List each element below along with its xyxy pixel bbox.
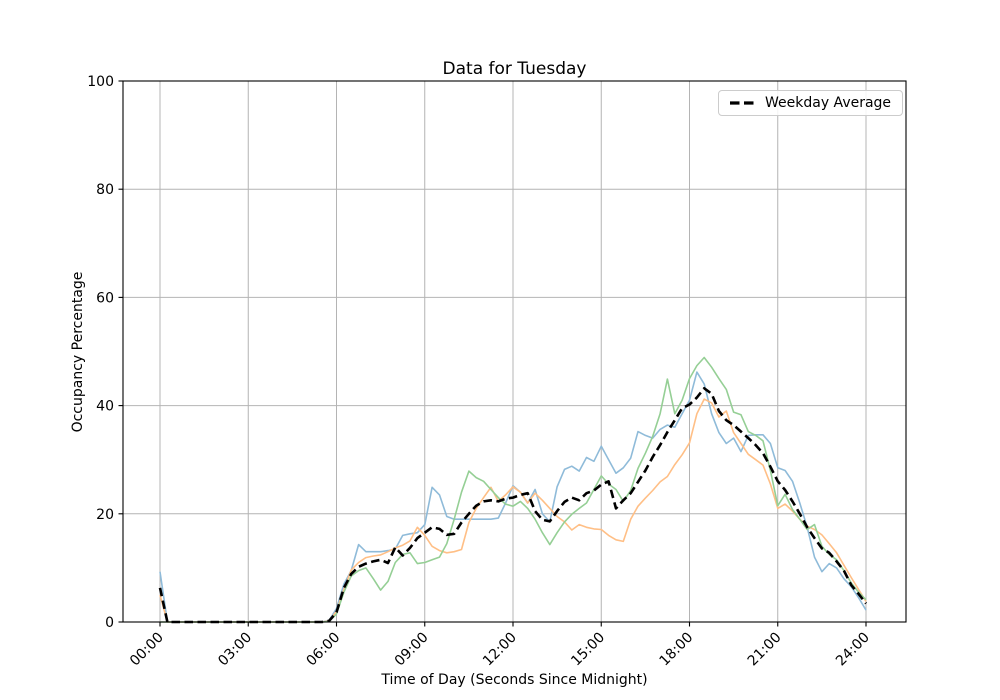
- y-tick-label: 100: [87, 74, 114, 90]
- y-tick-label: 60: [96, 290, 114, 306]
- x-tick-label: 21:00: [745, 630, 785, 670]
- x-tick-label: 00:00: [127, 630, 167, 670]
- x-tick-label: 24:00: [833, 630, 873, 670]
- x-tick-label: 18:00: [656, 630, 696, 670]
- axes-frame: [122, 80, 907, 623]
- y-tick-label: 40: [96, 399, 114, 415]
- y-tick-label: 80: [96, 182, 114, 198]
- x-axis-label: Time of Day (Seconds Since Midnight): [381, 672, 648, 688]
- x-tick-label: 09:00: [392, 630, 432, 670]
- legend-box: Weekday Average: [718, 90, 904, 116]
- x-tick-label: 06:00: [303, 630, 343, 670]
- legend-label: Weekday Average: [765, 95, 892, 111]
- x-tick-label: 03:00: [215, 630, 255, 670]
- y-axis-label: Occupancy Percentage: [70, 271, 86, 433]
- legend-dashed-line-icon: [730, 101, 755, 105]
- chart-title: Data for Tuesday: [442, 59, 587, 79]
- y-tick-label: 0: [105, 615, 114, 631]
- x-tick-label: 12:00: [480, 630, 520, 670]
- x-tick-label: 15:00: [568, 630, 608, 670]
- y-tick-label: 20: [96, 507, 114, 523]
